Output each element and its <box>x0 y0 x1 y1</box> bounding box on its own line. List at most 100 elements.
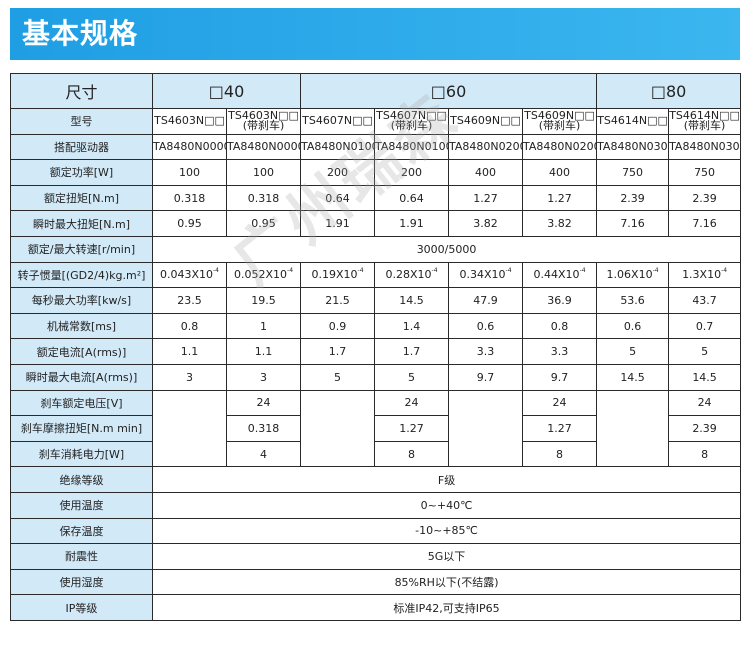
value-cell: 7.16 <box>596 210 670 237</box>
value-cell: 2.39 <box>596 184 670 212</box>
value-cell: 9.7 <box>448 363 524 391</box>
value-cell: 7.16 <box>668 210 742 237</box>
row-label: 搭配驱动器 <box>10 133 153 161</box>
value-cell: 1.91 <box>374 210 450 237</box>
value-cell: 4 <box>225 440 302 468</box>
value-cell: 0.8 <box>522 312 598 340</box>
empty-cell <box>152 389 227 468</box>
row-label: 刹车摩擦扭矩[N.m min] <box>10 415 153 442</box>
row-label: 额定/最大转速[r/min] <box>10 235 153 263</box>
value-cell: 24 <box>225 389 302 417</box>
table-row: 耐震性 5G以下 <box>10 543 742 570</box>
table-row: 尺寸 □40 □60 □80 <box>10 73 742 109</box>
value-cell: 5 <box>668 338 742 365</box>
empty-cell <box>300 389 376 468</box>
driver-cell: TA8480N0300 <box>596 133 670 161</box>
value-cell: 标准IP42,可支持IP65 <box>151 594 742 621</box>
value-cell: 1.1 <box>225 338 302 365</box>
group-40: □40 <box>151 73 302 109</box>
value-cell: 0.95 <box>152 210 227 237</box>
value-cell: F级 <box>151 466 742 493</box>
table-row: IP等级 标准IP42,可支持IP65 <box>10 594 742 621</box>
value-cell: 0.6 <box>596 312 670 340</box>
row-label: 保存温度 <box>10 517 153 545</box>
value-cell: 14.5 <box>668 363 742 391</box>
section-header: 基本规格 <box>10 8 740 60</box>
model-cell: TS4603N□□ <box>152 108 227 135</box>
table-row: 型号 TS4603N□□ TS4603N□□ (带刹车) TS4607N□□ TS… <box>10 108 742 135</box>
table-row: 刹车额定电压[V] 24 24 24 24 <box>10 389 742 468</box>
value-cell: 23.5 <box>152 287 227 314</box>
table-row: 刹车消耗电力[W] 4 8 8 8 <box>10 440 742 468</box>
value-cell: 9.7 <box>522 363 598 391</box>
driver-cell: TA8480N0000 <box>152 133 227 161</box>
value-cell: 200 <box>374 159 450 186</box>
value-cell: 100 <box>152 159 227 186</box>
spec-table: 尺寸 □40 □60 □80 型号 TS4603N□□ TS4603N□□ (带刹… <box>10 73 742 621</box>
table-row: 额定电流[A(rms)] 1.1 1.1 1.7 1.7 3.3 3.3 5 5 <box>10 338 742 365</box>
value-cell: 1.7 <box>374 338 450 365</box>
value-cell: 14.5 <box>374 287 450 314</box>
value-cell: 200 <box>300 159 376 186</box>
value-cell: 1.1 <box>152 338 227 365</box>
value-cell: 0.44X10-4 <box>522 261 598 289</box>
table-row: 绝缘等级 F级 <box>10 466 742 493</box>
value-cell: 0.28X10-4 <box>374 261 450 289</box>
table-row: 转子惯量[(GD2/4)kg.m²] 0.043X10-4 0.052X10-4… <box>10 261 742 289</box>
value-cell: 3.82 <box>522 210 598 237</box>
value-cell: 1.27 <box>374 415 450 442</box>
value-cell: 3.82 <box>448 210 524 237</box>
row-label: 绝缘等级 <box>10 466 153 493</box>
table-row: 保存温度 -10~+85℃ <box>10 517 742 545</box>
driver-cell: TA8480N0100 <box>374 133 450 161</box>
model-cell: TS4603N□□ (带刹车) <box>225 108 302 135</box>
empty-cell <box>596 389 670 468</box>
value-cell: 0.318 <box>225 415 302 442</box>
value-cell: 0.7 <box>668 312 742 340</box>
value-cell: 3000/5000 <box>151 235 742 263</box>
table-row: 搭配驱动器 TA8480N0000 TA8480N0000 TA8480N010… <box>10 133 742 161</box>
table-row: 使用温度 0~+40℃ <box>10 491 742 519</box>
table-row: 使用湿度 85%RH以下(不结露) <box>10 568 742 596</box>
row-label: 使用温度 <box>10 491 153 519</box>
value-cell: 24 <box>522 389 598 417</box>
group-60: □60 <box>300 73 598 109</box>
model-cell: TS4607N□□ (带刹车) <box>374 108 450 135</box>
table-row: 瞬时最大电流[A(rms)] 3 3 5 5 9.7 9.7 14.5 14.5 <box>10 363 742 391</box>
row-label: 每秒最大功率[kw/s] <box>10 287 153 314</box>
value-cell: 0.052X10-4 <box>225 261 302 289</box>
driver-cell: TA8480N0100 <box>300 133 376 161</box>
value-cell: 0.043X10-4 <box>152 261 227 289</box>
value-cell: 100 <box>225 159 302 186</box>
value-cell: 5 <box>300 363 376 391</box>
row-label: 使用湿度 <box>10 568 153 596</box>
value-cell: 3 <box>225 363 302 391</box>
value-cell: 2.39 <box>668 184 742 212</box>
value-cell: 0.64 <box>300 184 376 212</box>
value-cell: 750 <box>668 159 742 186</box>
value-cell: 3.3 <box>522 338 598 365</box>
value-cell: 1.4 <box>374 312 450 340</box>
value-cell: 5G以下 <box>151 543 742 570</box>
value-cell: 1.27 <box>522 184 598 212</box>
row-label: 瞬时最大电流[A(rms)] <box>10 363 153 391</box>
value-cell: 1 <box>225 312 302 340</box>
value-cell: 0.318 <box>225 184 302 212</box>
value-cell: 0.8 <box>152 312 227 340</box>
value-cell: 1.06X10-4 <box>596 261 670 289</box>
value-cell: 0.64 <box>374 184 450 212</box>
row-label: 额定扭矩[N.m] <box>10 184 153 212</box>
value-cell: 2.39 <box>668 415 742 442</box>
row-label: IP等级 <box>10 594 153 621</box>
value-cell: 0.95 <box>225 210 302 237</box>
table-row: 额定功率[W] 100 100 200 200 400 400 750 750 <box>10 159 742 186</box>
row-label: 耐震性 <box>10 543 153 570</box>
table-row: 额定/最大转速[r/min] 3000/5000 <box>10 235 742 263</box>
value-cell: 1.27 <box>522 415 598 442</box>
model-cell: TS4607N□□ <box>300 108 376 135</box>
value-cell: 0.318 <box>152 184 227 212</box>
row-label: 刹车额定电压[V] <box>10 389 153 417</box>
value-cell: 3 <box>152 363 227 391</box>
row-label: 刹车消耗电力[W] <box>10 440 153 468</box>
table-row: 每秒最大功率[kw/s] 23.5 19.5 21.5 14.5 47.9 36… <box>10 287 742 314</box>
